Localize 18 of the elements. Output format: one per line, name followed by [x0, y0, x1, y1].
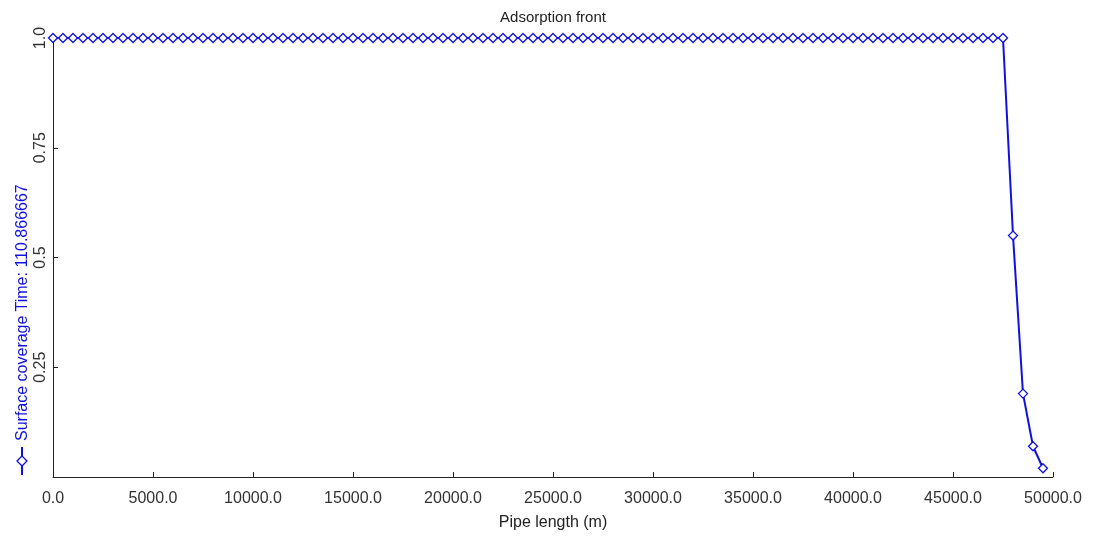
y-tick-label: 0.75 — [30, 132, 48, 164]
y-tick-label: 1.0 — [30, 26, 48, 50]
y-tick-label: 0.5 — [30, 246, 48, 269]
y-tick-label: 0.25 — [30, 351, 48, 383]
x-tick-label: 45000.0 — [924, 488, 983, 506]
x-tick-label: 35000.0 — [724, 488, 783, 506]
x-tick-label: 0.0 — [41, 488, 65, 506]
x-tick-label: 30000.0 — [624, 488, 683, 506]
x-tick-label: 5000.0 — [128, 488, 178, 506]
x-axis-title: Pipe length (m) — [498, 512, 608, 530]
x-tick-label: 10000.0 — [224, 488, 283, 506]
x-tick-label: 15000.0 — [324, 488, 383, 506]
text: Surface coverage Time: 110.866667 — [13, 184, 31, 441]
x-tick-label: 25000.0 — [524, 488, 583, 506]
x-tick-label: 20000.0 — [424, 488, 483, 506]
x-tick-label: 50000.0 — [1024, 488, 1083, 506]
chart-title: Adsorption front — [500, 8, 607, 25]
x-tick-label: 40000.0 — [824, 488, 883, 506]
